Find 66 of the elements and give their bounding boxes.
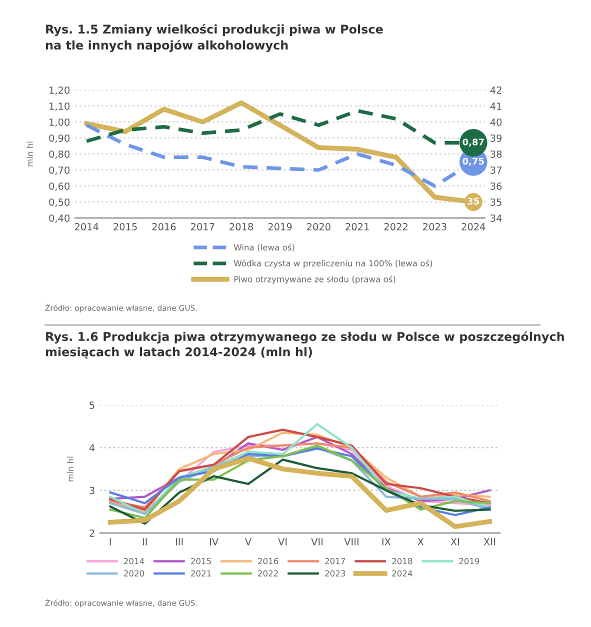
y-axis-title: mln hl [26,142,33,166]
legend-label: 2014 [124,558,144,564]
x-tick-label: 2015 [114,223,137,230]
x-tick-label: VIII [344,538,358,546]
x-tick-label: V [245,538,252,546]
y2-tick-label: 37 [490,166,502,174]
data-label: 0,87 [462,138,484,147]
y2-tick-label: 40 [490,118,502,126]
legend-label: Wina (lewa oś) [234,244,294,252]
x-tick-label: 2023 [423,223,446,230]
data-label: 0,75 [462,158,484,166]
y-tick-label: 4 [89,444,95,452]
x-tick-label: 2019 [268,223,292,230]
x-tick-label: 2014 [74,223,98,230]
y2-tick-label: 39 [490,134,502,142]
x-tick-label: XI [450,538,459,546]
x-tick-label: IV [210,538,218,546]
y-tick-label: 1,00 [50,118,70,127]
legend-label: 2023 [325,570,346,577]
x-tick-label: 2020 [307,223,330,230]
x-tick-label: IX [382,538,391,546]
x-tick-label: II [142,538,147,546]
x-tick-label: I [110,538,111,546]
y2-tick-label: 41 [490,102,502,110]
y-tick-label: 0,40 [49,214,70,223]
legend-label: 2017 [325,558,346,564]
x-tick-label: 2022 [384,223,408,230]
y-axis-title: mln hl [67,456,74,482]
y2-tick-label: 35 [490,198,502,206]
y-tick-label: 0,90 [49,134,70,143]
x-tick-label: III [176,538,183,546]
y-tick-label: 3 [90,486,94,494]
x-tick-label: X [418,538,424,546]
legend-label: 2018 [392,558,412,564]
legend-label: 2024 [392,570,412,577]
data-label: 35 [468,198,480,205]
x-tick-label: VI [278,538,287,546]
y2-tick-label: 42 [490,86,502,94]
x-tick-label: 2021 [346,223,369,230]
x-tick-label: XII [484,538,495,546]
y2-tick-label: 36 [490,182,502,190]
y-tick-label: 0,50 [49,198,70,207]
y-tick-label: 1,20 [50,86,70,95]
x-tick-label: VII [311,538,322,546]
y-tick-label: 2 [90,529,94,537]
y-tick-label: 0,60 [49,182,70,191]
legend-label: 2022 [258,570,278,577]
x-tick-label: 2018 [230,223,254,230]
legend-label: Wódka czysta w przeliczeniu na 100% (lewa oś) [234,260,432,268]
chart-title: Rys. 1.5 Zmiany wielkości produkcji piwa w Polsce na tle innych napojów alkoholowych [46,24,383,52]
x-tick-label: 2016 [152,223,176,230]
y-tick-label: 1,10 [50,102,70,111]
x-tick-label: 2024 [462,223,486,230]
legend-label: 2019 [459,558,480,564]
y-tick-label: 5 [90,402,94,409]
legend-label: 2020 [124,570,144,577]
legend-label: 2021 [191,570,211,577]
y-tick-label: 0,70 [49,166,70,175]
chart-title: Rys. 1.6 Produkcja piwa otrzymywanego ze słodu w Polsce w poszczególnych miesiącach w latach 2014-2024 (mln hl) [46,331,564,359]
legend-label: 2016 [258,558,278,564]
legend-label: 2015 [191,558,211,564]
legend-label: Piwo otrzymywane ze słodu (prawa oś) [234,276,396,284]
y2-tick-label: 38 [490,150,502,158]
y2-tick-label: 34 [490,214,502,222]
x-tick-label: 2017 [190,223,214,230]
y-tick-label: 0,80 [49,150,70,159]
